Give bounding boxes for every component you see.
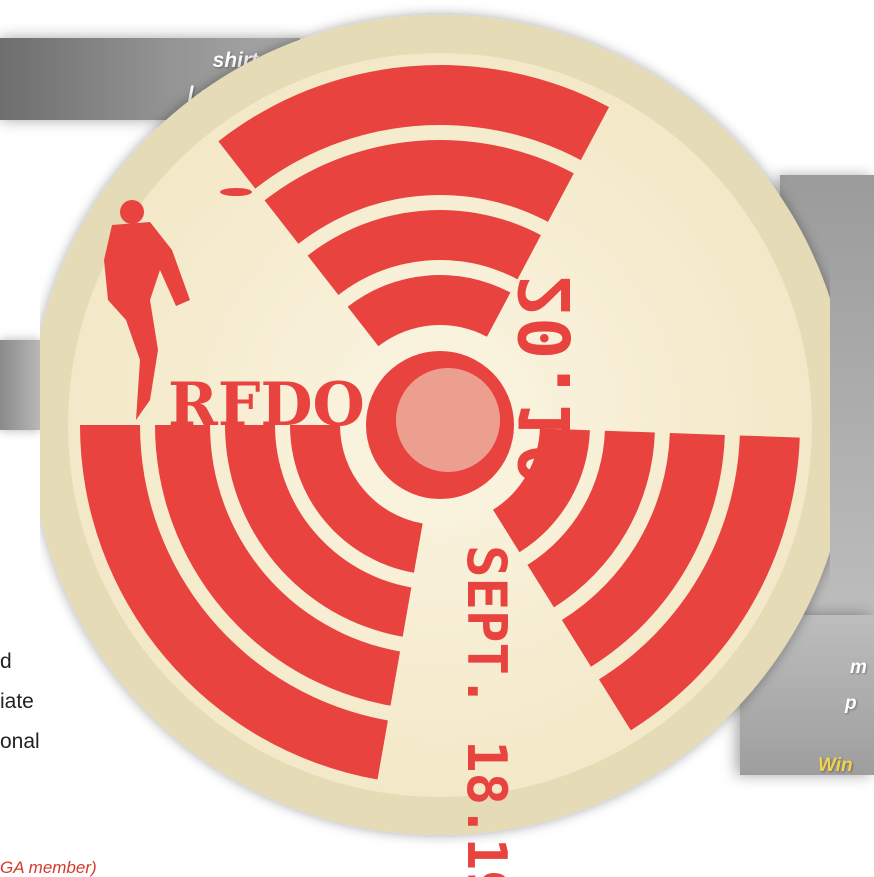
top-wedge-band-2	[307, 210, 541, 295]
top-wedge-band-1	[347, 275, 511, 347]
bottom-left-wedge-band-3	[155, 425, 401, 706]
bottom-left-wedge-band-2	[225, 425, 412, 637]
banner-br-line-3: Win	[818, 755, 853, 776]
bottom-left-wedge-band-4	[80, 425, 388, 780]
top-wedge-band-3	[264, 139, 574, 244]
banner-br-line-1: m	[850, 657, 867, 678]
rfdo-logo-text: RFDO	[168, 370, 365, 440]
bottom-right-wedge-band-4	[598, 435, 800, 731]
date-text: SEPT. 18.19	[455, 545, 518, 877]
bottom-right-banner: m p Win	[740, 615, 874, 776]
banner-br-line-2: p	[845, 693, 857, 714]
bottom-left-wedge-band-1	[290, 425, 423, 573]
body-text-line-3: onal	[0, 730, 40, 753]
footer-member-link[interactable]: GA member)	[0, 858, 97, 877]
left-gray-banner	[0, 340, 40, 430]
year-text: 20.10	[505, 275, 587, 486]
disc-graphic: RFDO 20.10 SEPT. 18.19	[40, 15, 830, 877]
body-text-line-2: iate	[0, 690, 34, 713]
bottom-right-wedge-band-3	[561, 433, 725, 667]
bottom-right-wedge-band-2	[527, 430, 655, 608]
top-wedge-band-4	[218, 64, 610, 189]
disc-hub-inner	[396, 368, 500, 472]
body-text-line-1: d	[0, 650, 12, 673]
bottom-right-wedge-band-1	[492, 428, 590, 553]
disc-thrower-figure	[104, 188, 252, 420]
